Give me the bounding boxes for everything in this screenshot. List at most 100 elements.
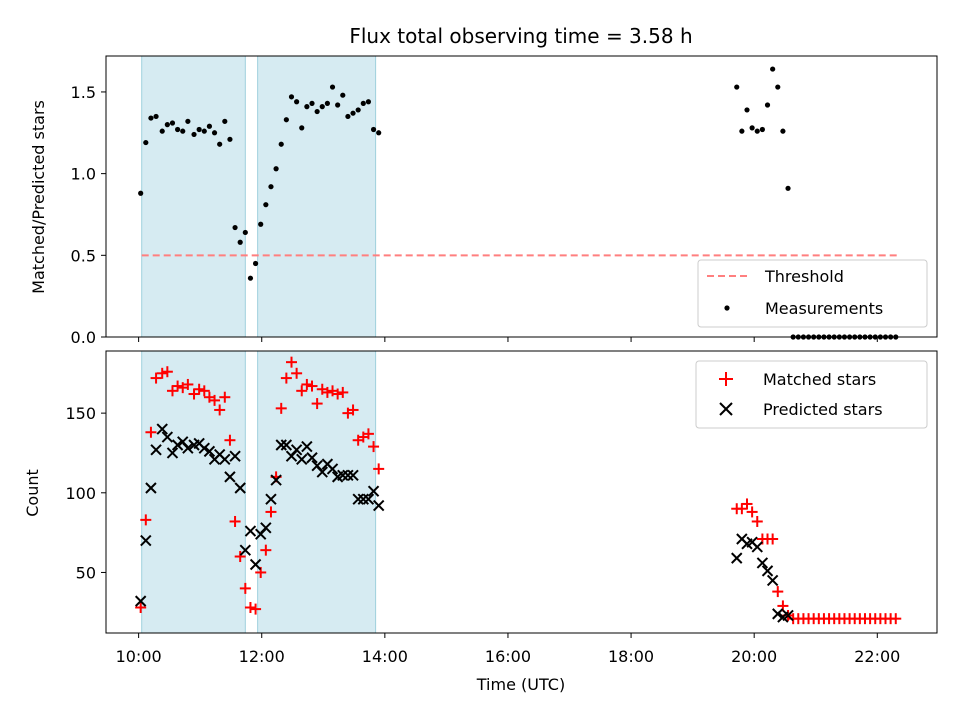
measurement-point — [350, 110, 356, 116]
matched-star-point — [145, 426, 157, 438]
predicted-star-point — [362, 493, 375, 505]
predicted-star-point — [198, 442, 210, 454]
predicted-star-point — [171, 439, 184, 451]
y-tick-label: 1.0 — [71, 165, 96, 184]
matched-star-point — [285, 356, 297, 368]
matched-star-point — [239, 582, 251, 594]
measurement-point — [196, 126, 202, 133]
measurement-point — [258, 221, 264, 227]
predicted-star-point — [766, 574, 779, 587]
matched-star-point — [156, 367, 168, 379]
measurement-point — [164, 122, 170, 128]
measurement-point — [211, 130, 218, 136]
shaded-span — [257, 350, 377, 634]
chart-title: Flux total observing time = 3.58 h — [349, 24, 692, 48]
matched-star-point — [368, 441, 380, 453]
matched-star-point — [347, 404, 359, 416]
matched-star-point — [260, 544, 272, 556]
matched-star-point — [301, 378, 313, 390]
measurement-point — [252, 260, 259, 267]
measurement-point — [345, 113, 351, 120]
predicted-star-point — [357, 493, 370, 505]
measurement-point — [314, 108, 320, 115]
bottom-panel: 50 100 150 10:00 12:00 14:00 16:00 18:00 20:00 22… — [23, 350, 938, 694]
matched-star-point — [291, 367, 303, 379]
measurement-point — [759, 126, 765, 133]
predicted-star-point — [203, 445, 216, 458]
matched-star-point — [182, 378, 194, 390]
matched-star-point — [214, 404, 226, 416]
measurement-point — [304, 104, 310, 110]
predicted-star-point — [352, 493, 364, 505]
x-tick-label: 22:00 — [854, 647, 900, 666]
measurement-point — [754, 128, 760, 134]
measurement-point — [785, 185, 791, 191]
measurement-point — [299, 125, 305, 131]
measurement-point — [744, 107, 750, 113]
predicted-star-point — [280, 439, 293, 451]
predicted-star-point — [265, 493, 277, 505]
predicted-star-point — [296, 453, 308, 466]
bottom-y-axis-label: Count — [23, 469, 42, 517]
predicted-star-point — [156, 423, 168, 435]
top-y-axis-label: Matched/Predicted stars — [29, 100, 48, 294]
predicted-star-point — [756, 557, 769, 569]
x-tick-label: 18:00 — [608, 647, 654, 666]
y-tick-label: 0.0 — [71, 328, 96, 347]
measurement-point — [143, 139, 149, 146]
measurement-point — [217, 141, 223, 147]
predicted-star-point — [316, 466, 328, 478]
matched-star-point — [135, 602, 147, 614]
measurement-point — [309, 100, 315, 106]
matched-star-point — [172, 380, 184, 392]
measurement-point — [764, 102, 771, 108]
measurement-point — [775, 84, 781, 90]
measurement-point — [180, 128, 186, 134]
measurement-point — [780, 128, 786, 134]
legend-measurements-label: Measurements — [765, 299, 883, 318]
x-tick-label: 20:00 — [731, 647, 777, 666]
matched-star-point — [767, 533, 779, 545]
predicted-star-point — [782, 609, 794, 622]
predicted-star-point — [182, 442, 194, 454]
measurement-point — [237, 239, 243, 245]
matched-star-point — [234, 551, 246, 563]
y-tick-label: 50 — [76, 563, 96, 582]
matched-star-point — [150, 372, 162, 384]
measurement-point — [770, 66, 776, 72]
matched-star-point — [337, 386, 349, 398]
measurement-point — [340, 92, 346, 98]
matched-star-point — [198, 385, 210, 397]
predicted-star-point — [367, 485, 380, 497]
bottom-axes-frame — [105, 350, 938, 634]
y-tick-label: 100 — [65, 484, 96, 503]
measurement-point — [175, 126, 181, 133]
x-axis-label: Time (UTC) — [476, 675, 565, 694]
matched-star-point — [741, 498, 753, 510]
matched-star-point — [890, 613, 902, 625]
measurement-point — [739, 128, 745, 134]
matched-star-point — [265, 506, 277, 518]
predicted-star-point — [166, 447, 179, 459]
matched-star-point — [321, 386, 333, 398]
predicted-star-point — [234, 482, 246, 494]
predicted-star-point — [224, 471, 236, 483]
legend-predicted-label: Predicted stars — [763, 400, 883, 419]
y-tick-label: 150 — [65, 404, 96, 423]
matched-star-point — [736, 503, 748, 515]
legend-matched-swatch — [719, 372, 733, 386]
matched-star-point — [275, 402, 287, 414]
legend-measurements-swatch — [724, 305, 730, 311]
shaded-span — [141, 55, 246, 338]
measurement-point — [319, 104, 325, 110]
matched-star-point — [244, 602, 256, 614]
predicted-star-point — [301, 440, 313, 453]
x-tick-label: 16:00 — [485, 647, 531, 666]
measurement-point — [268, 184, 274, 190]
top-panel: 0.0 0.5 1.0 1.5 Flux total observing time =… — [29, 24, 938, 347]
measurement-point — [169, 120, 176, 126]
measurement-point — [329, 84, 336, 90]
predicted-star-point — [249, 558, 262, 571]
matched-star-point — [751, 515, 763, 527]
y-tick-label: 1.5 — [71, 83, 96, 102]
